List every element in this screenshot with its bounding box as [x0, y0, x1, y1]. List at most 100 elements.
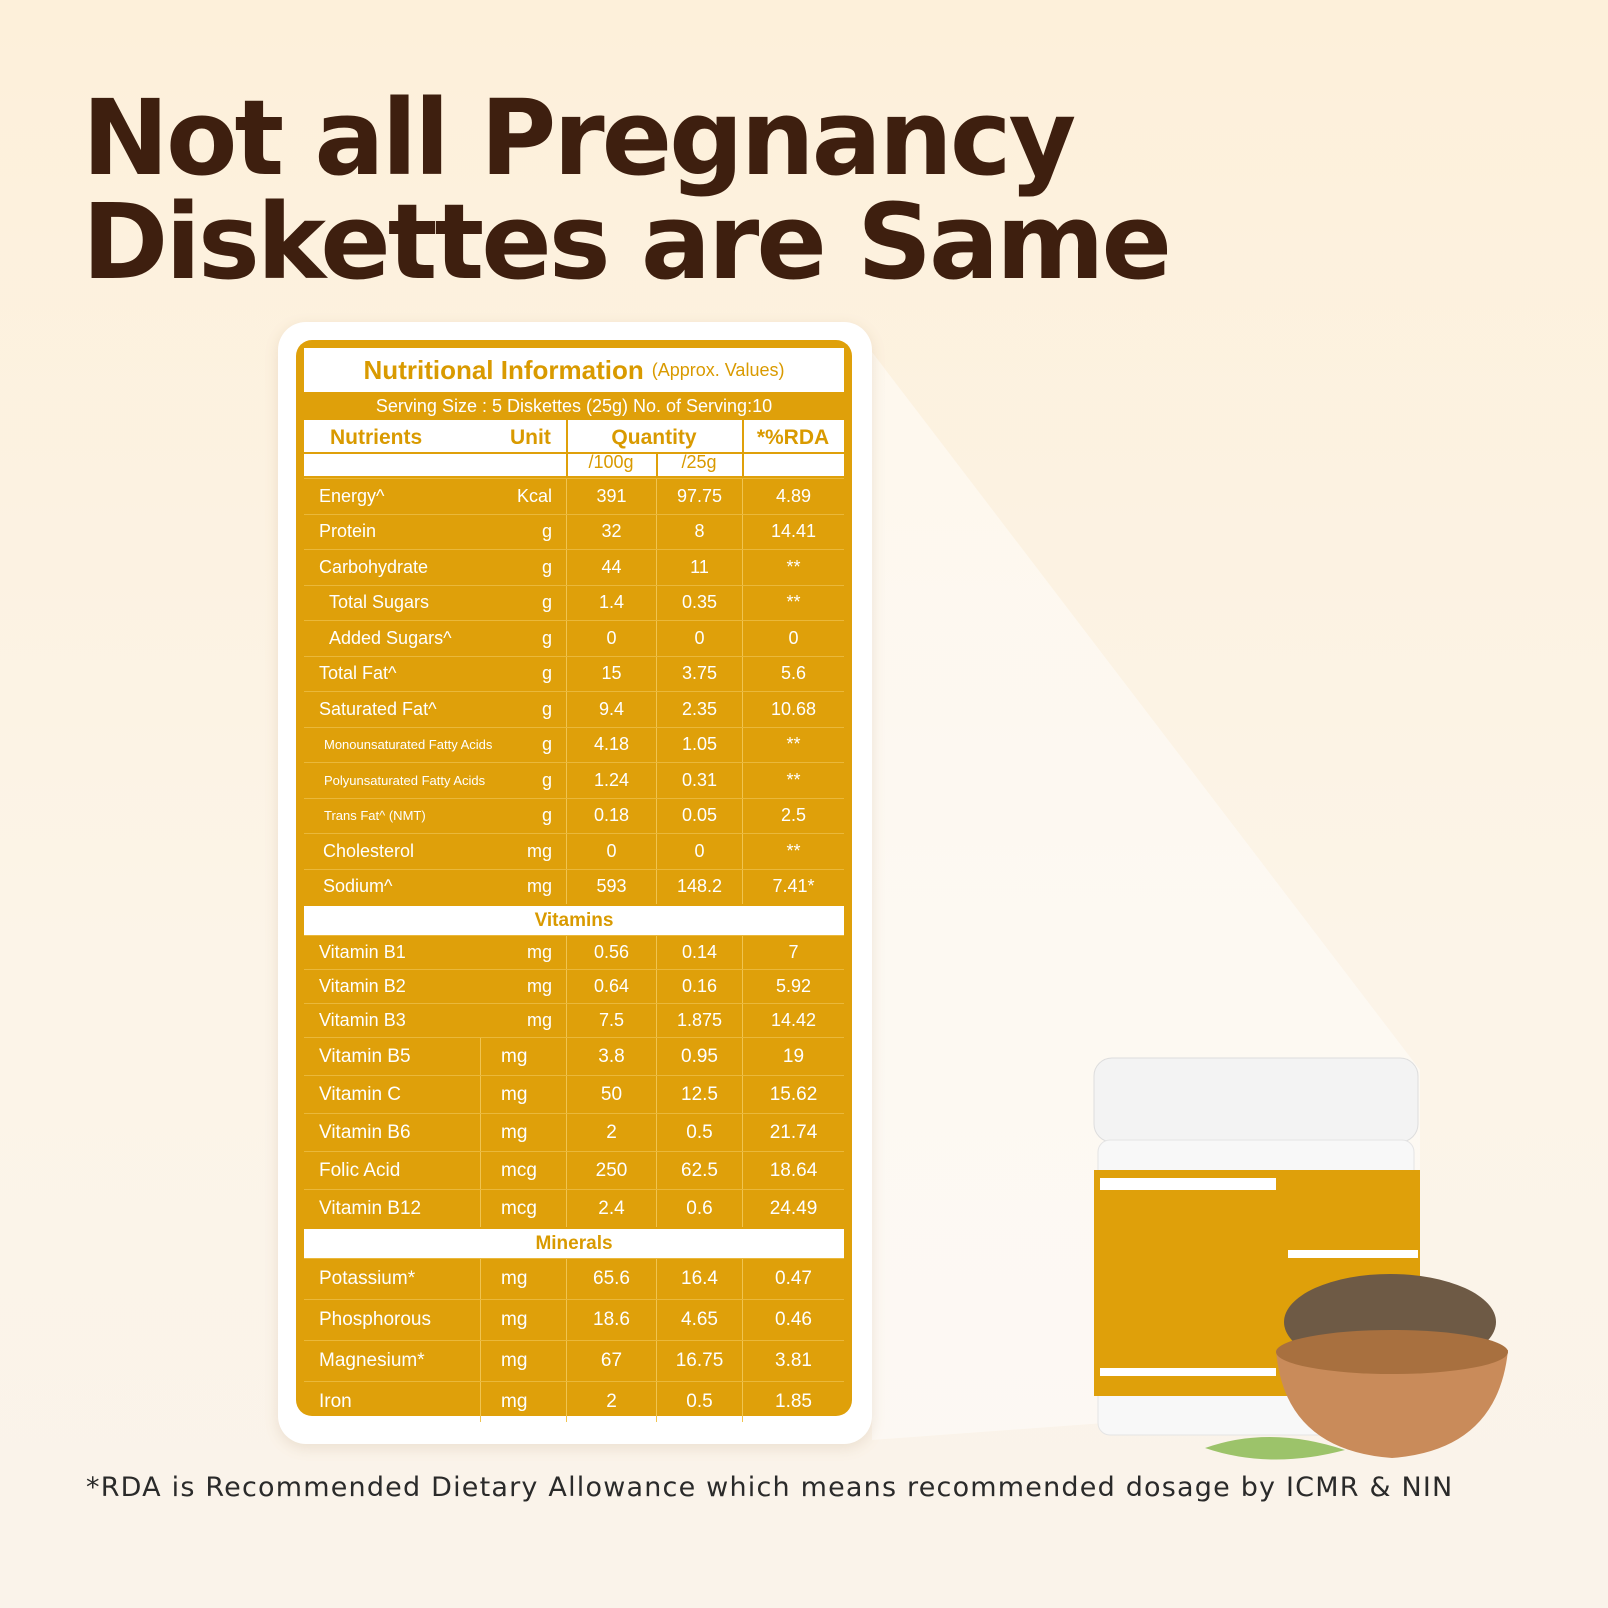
col-header: Quantity — [611, 426, 697, 449]
cell: 0 — [566, 834, 656, 869]
cell: 18.6 — [566, 1300, 656, 1340]
col-header: Nutrients — [330, 426, 423, 449]
cell: Cholesterol — [323, 840, 415, 861]
cell: Protein — [319, 521, 377, 542]
cell: 1.875 — [656, 1004, 742, 1037]
cell: Vitamin B5 — [319, 1045, 411, 1067]
divider — [566, 420, 568, 476]
table-title: Nutritional Information — [363, 354, 644, 385]
sub-header: /25g — [681, 452, 717, 472]
cell: Vitamin B12 — [319, 1197, 422, 1219]
table-row: Protein g 32 8 14.41 — [304, 513, 844, 549]
cell: 0.95 — [656, 1038, 742, 1075]
cell: mg — [480, 1114, 566, 1151]
cell: 0.31 — [656, 763, 742, 798]
cell: mcg — [480, 1190, 566, 1227]
cell: 2.35 — [656, 692, 742, 727]
cell: Total Sugars — [329, 592, 430, 613]
cell: 7.5 — [566, 1004, 656, 1037]
cell: g — [541, 698, 552, 719]
cell: Phosphorous — [319, 1309, 431, 1330]
cell: 0.46 — [742, 1300, 844, 1340]
cell: 1.05 — [656, 727, 742, 762]
table-row: Vitamin C mg 50 12.5 15.62 — [304, 1075, 844, 1113]
cell: 2.5 — [742, 798, 844, 833]
table-row: Folic Acid mcg 250 62.5 18.64 — [304, 1151, 844, 1189]
table-title-box: Nutritional Information (Approx. Values) — [304, 348, 844, 392]
cell: 0.47 — [742, 1259, 844, 1299]
cell: ** — [742, 585, 844, 620]
cell: Vitamin B3 — [319, 1010, 406, 1030]
cell: 0.16 — [656, 970, 742, 1003]
cell: 3.8 — [566, 1038, 656, 1075]
cell: 0.14 — [656, 936, 742, 969]
cell: mg — [526, 942, 552, 962]
cell: 0.05 — [656, 798, 742, 833]
cell: g — [541, 592, 552, 613]
cell: 0.5 — [656, 1382, 742, 1422]
cell: Polyunsaturated Fatty Acids — [324, 772, 486, 788]
table-row: Added Sugars^ g 0 0 0 — [304, 620, 844, 656]
jar-lid — [1093, 1057, 1419, 1143]
cell: 4.89 — [742, 479, 844, 514]
cell: Vitamin C — [319, 1083, 402, 1105]
table-row: Vitamin B2 mg 0.64 0.16 5.92 — [304, 969, 844, 1003]
cell: Magnesium* — [319, 1350, 425, 1371]
table-body: Energy^ Kcal 391 97.75 4.89 Protein g 32 8 14.41 C… — [304, 478, 844, 1422]
table-row: Saturated Fat^ g 9.4 2.35 10.68 — [304, 691, 844, 727]
jar-label-band — [1288, 1250, 1418, 1258]
cell: Sodium^ — [323, 876, 393, 897]
cell: 2 — [566, 1114, 656, 1151]
cell: 250 — [566, 1152, 656, 1189]
cell: 0.56 — [566, 936, 656, 969]
cell: ** — [742, 550, 844, 585]
cell: Iron — [319, 1391, 352, 1412]
divider — [656, 452, 658, 476]
cell: 62.5 — [656, 1152, 742, 1189]
bowl-rim — [1276, 1330, 1508, 1374]
table-row: Carbohydrate g 44 11 ** — [304, 549, 844, 585]
cell: 0 — [656, 621, 742, 656]
cell: 4.18 — [566, 727, 656, 762]
cell: g — [541, 627, 552, 648]
cell: Energy^ — [319, 485, 385, 506]
cell: Saturated Fat^ — [319, 698, 437, 719]
serving: Serving Size : 5 Diskettes (25g) No. of … — [375, 396, 773, 416]
nutrition-table: Nutritional Information (Approx. Values)… — [304, 348, 844, 1422]
cell: mg — [480, 1038, 566, 1075]
cell: g — [541, 769, 552, 790]
cell: mg — [526, 840, 552, 861]
table-row: Vitamin B12 mcg 2.4 0.6 24.49 — [304, 1189, 844, 1227]
cell: 1.85 — [742, 1382, 844, 1422]
table-row: Iron mg 2 0.5 1.85 — [304, 1381, 844, 1422]
table-row: Sodium^ mg 593 148.2 7.41* — [304, 868, 844, 904]
cell: 1.4 — [566, 585, 656, 620]
table-row: Total Fat^ g 15 3.75 5.6 — [304, 655, 844, 691]
cell: Vitamin B2 — [319, 976, 406, 996]
cell: 12.5 — [656, 1076, 742, 1113]
cell: 14.41 — [742, 514, 844, 549]
row-group: Vitamin B1 mg 0.56 0.14 7 Vitamin B2 mg 0.64 0.1… — [304, 935, 844, 1227]
cell: 0 — [742, 621, 844, 656]
row-group: Energy^ Kcal 391 97.75 4.89 Protein g 32 8 14.41 C… — [304, 478, 844, 904]
section-heading: Vitamins — [304, 906, 844, 935]
cell: ** — [742, 834, 844, 869]
cell: Potassium* — [319, 1268, 416, 1289]
cell: ** — [742, 727, 844, 762]
cell: 3.81 — [742, 1341, 844, 1381]
cell: 19 — [742, 1038, 844, 1075]
cell: 0.64 — [566, 970, 656, 1003]
cell: Trans Fat^ (NMT) — [324, 808, 426, 824]
cell: 11 — [656, 550, 742, 585]
cell: Monounsaturated Fatty Acids — [324, 737, 493, 753]
sub-header: /100g — [588, 452, 634, 472]
table-row: Potassium* mg 65.6 16.4 0.47 — [304, 1258, 844, 1299]
cell: mg — [526, 876, 552, 897]
cell: mg — [526, 976, 552, 996]
cell: 593 — [566, 869, 656, 904]
table-title-note: (Approx. Values) — [651, 359, 785, 380]
divider — [742, 420, 744, 476]
cell: Total Fat^ — [319, 663, 397, 684]
cell: g — [541, 734, 552, 755]
